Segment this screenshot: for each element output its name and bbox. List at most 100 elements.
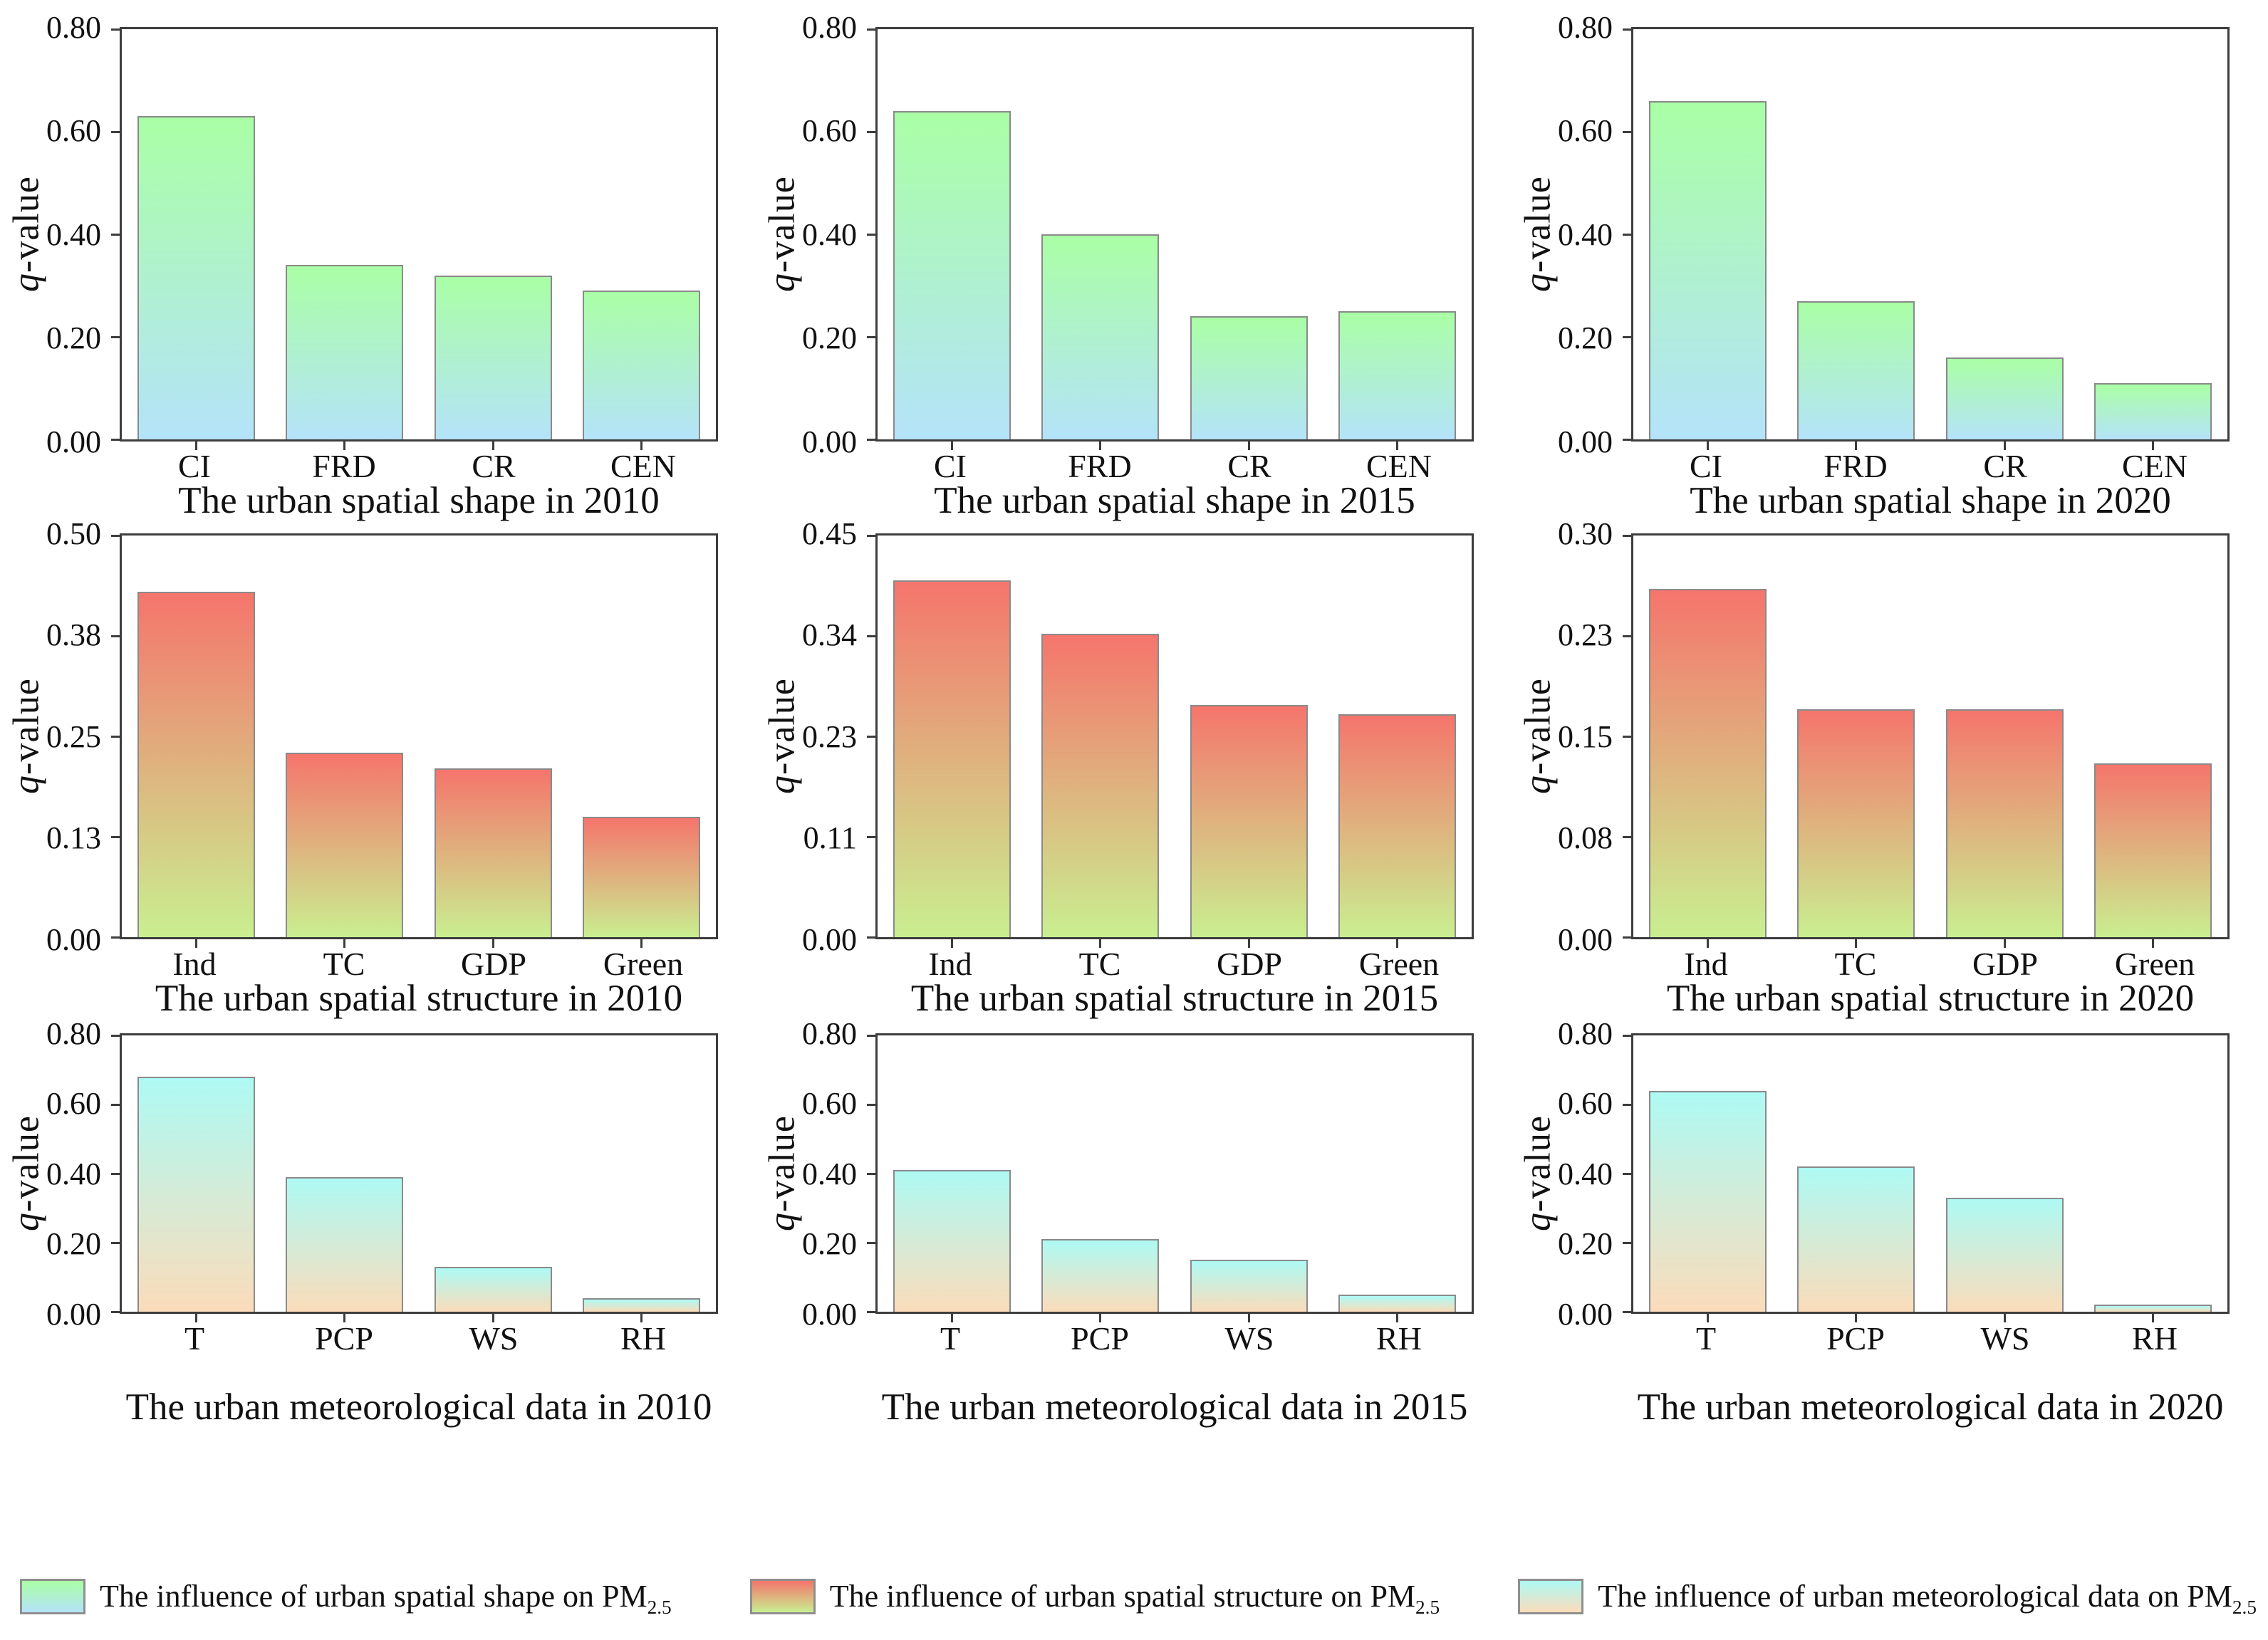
bar-CR <box>1190 316 1308 439</box>
x-tick-label: RH <box>620 1320 666 1357</box>
plot-area <box>867 27 1474 450</box>
plot-area <box>111 27 718 450</box>
y-tick-mark <box>867 535 875 537</box>
bar-slot <box>878 29 1026 439</box>
chart-urban-meteorological-data-2010: q -value 0.00 0.20 0.40 0.60 0.80 T PCP WS RH Th… <box>0 1018 756 1552</box>
bar-Ind <box>1648 589 1767 937</box>
bars <box>1633 536 2227 937</box>
x-tick-label: CI <box>178 448 211 484</box>
x-tick-label: T <box>1695 1320 1717 1357</box>
y-tick-label: 0.08 <box>1558 820 1613 856</box>
bar-slot <box>1026 1035 1175 1312</box>
bar-CI <box>893 111 1011 439</box>
x-axis-tick-labels: CI FRD CR CEN <box>1631 448 2230 485</box>
y-axis-tick-labels: 0.00 0.20 0.40 0.60 0.80 <box>756 11 857 457</box>
x-tick-mark <box>640 442 643 450</box>
x-axis-title: The urban spatial structure in 2015 <box>910 978 1439 1019</box>
y-tick-mark <box>1623 836 1631 838</box>
legend-swatch-spatial-structure <box>749 1578 816 1614</box>
x-tick-mark <box>194 939 197 948</box>
bar-slot <box>1323 536 1472 937</box>
bar-slot <box>419 29 568 439</box>
bar-slot <box>1323 1035 1472 1312</box>
y-tick-mark <box>1623 936 1631 939</box>
y-tick-mark <box>1623 535 1631 537</box>
x-tick-mark <box>343 1314 346 1322</box>
bar-PCP <box>1041 1239 1160 1312</box>
chart-urban-meteorological-data-2020: q -value 0.00 0.20 0.40 0.60 0.80 T PCP WS RH Th… <box>1512 1018 2267 1552</box>
x-axis-title: The urban meteorological data in 2015 <box>881 1386 1468 1428</box>
y-tick-label: 0.00 <box>1558 1296 1613 1332</box>
bar-CR <box>1945 357 2064 439</box>
x-tick-label: TC <box>1078 946 1121 982</box>
y-tick-mark <box>111 28 120 31</box>
bar-slot <box>1782 536 1931 937</box>
bars <box>1633 1035 2227 1312</box>
bar-WS <box>1945 1197 2064 1312</box>
y-tick-label: 0.60 <box>802 1086 857 1122</box>
bar-GDP <box>1945 709 2064 937</box>
y-tick-mark <box>111 836 120 838</box>
chart-grid: q -value 0.00 0.20 0.40 0.60 0.80 CI FRD CR CEN … <box>0 0 2267 1552</box>
x-tick-label: FRD <box>1068 448 1132 484</box>
x-tick-mark <box>194 442 197 450</box>
bar-CI <box>1648 100 1767 439</box>
x-tick-mark <box>1099 1314 1102 1322</box>
y-tick-mark <box>111 234 120 236</box>
bar-slot <box>1026 536 1175 937</box>
y-tick-mark <box>1623 635 1631 637</box>
chart-urban-spatial-structure-2010: q -value 0.00 0.13 0.25 0.38 0.50 Ind TC GDP Gre… <box>0 516 756 1030</box>
legend-label-subscript: 2.5 <box>2232 1596 2257 1618</box>
x-tick-mark <box>194 1314 197 1322</box>
bar-Ind <box>893 580 1011 937</box>
x-tick-mark <box>640 1314 643 1322</box>
x-axis-tick-labels: Ind TC GDP Green <box>875 946 1474 983</box>
y-tick-mark <box>111 1104 120 1106</box>
bars <box>878 1035 1472 1312</box>
bar-FRD <box>1041 234 1160 439</box>
x-tick-label: GDP <box>460 946 527 982</box>
x-tick-mark <box>1247 1314 1250 1322</box>
legend-label-text: The influence of urban spatial shape on … <box>100 1579 647 1614</box>
legend-label-spatial-structure: The influence of urban spatial structure… <box>830 1578 1440 1617</box>
y-tick-label: 0.80 <box>46 1015 101 1051</box>
x-tick-mark <box>1855 442 1858 450</box>
y-tick-label: 0.23 <box>1558 617 1613 653</box>
y-tick-mark <box>1623 1035 1631 1037</box>
y-axis-tick-labels: 0.00 0.20 0.40 0.60 0.80 <box>0 1018 101 1330</box>
x-tick-label: T <box>940 1320 961 1357</box>
y-tick-mark <box>1623 234 1631 236</box>
bar-FRD <box>1797 301 1915 439</box>
x-tick-label: CEN <box>2122 448 2188 484</box>
x-tick-mark <box>2003 442 2006 450</box>
y-axis-tick-labels: 0.00 0.20 0.40 0.60 0.80 <box>1512 1018 1613 1330</box>
bar-slot <box>1026 29 1175 439</box>
y-tick-mark <box>867 1311 875 1313</box>
bar-slot <box>1930 29 2079 439</box>
chart-urban-meteorological-data-2015: q -value 0.00 0.20 0.40 0.60 0.80 T PCP WS RH Th… <box>756 1018 1512 1552</box>
plot-area <box>1623 1033 2230 1322</box>
x-tick-label: PCP <box>1071 1320 1129 1357</box>
x-axis-title: The urban meteorological data in 2010 <box>125 1386 712 1428</box>
bar-slot <box>1633 29 1782 439</box>
chart-urban-spatial-shape-2015: q -value 0.00 0.20 0.40 0.60 0.80 CI FRD CR CEN … <box>756 0 1512 521</box>
y-tick-label: 0.00 <box>46 921 101 957</box>
y-tick-mark <box>867 1104 875 1106</box>
bar-slot <box>122 536 271 937</box>
bar-CR <box>434 275 552 439</box>
x-tick-label: Green <box>603 946 684 982</box>
bar-GDP <box>434 768 552 937</box>
y-tick-mark <box>111 1242 120 1244</box>
bar-slot <box>2079 29 2228 439</box>
x-tick-mark <box>950 1314 953 1322</box>
y-tick-mark <box>867 936 875 939</box>
x-tick-mark <box>491 939 494 948</box>
bar-Green <box>583 816 701 937</box>
y-tick-label: 0.80 <box>46 9 101 45</box>
bar-Ind <box>137 591 255 937</box>
y-tick-label: 0.23 <box>802 719 857 754</box>
y-axis-tick-labels: 0.00 0.20 0.40 0.60 0.80 <box>1512 11 1613 457</box>
x-tick-label: FRD <box>312 448 376 484</box>
y-tick-label: 0.45 <box>802 516 857 551</box>
